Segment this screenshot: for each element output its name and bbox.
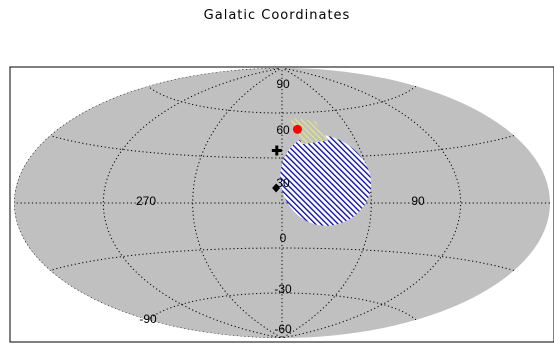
- parallel-line: [148, 85, 417, 114]
- lat-tick-label: -60: [274, 322, 292, 336]
- hatched-circle-region: [280, 134, 371, 226]
- chart-title: Galatic Coordinates: [203, 8, 351, 23]
- hatched-patch-region: [289, 117, 329, 145]
- lon-tick-label: 90: [411, 194, 425, 208]
- diamond-marker: [272, 183, 281, 193]
- lat-tick-label: 30: [276, 176, 290, 190]
- lat-tick-label: 90: [276, 77, 290, 91]
- lat-tick-label: 60: [276, 123, 290, 137]
- graticule: [14, 68, 550, 338]
- lat-tick-label: -90: [139, 312, 157, 326]
- plot-frame: [9, 66, 554, 343]
- lat-tick-label: 0: [280, 231, 287, 245]
- regions: [280, 117, 371, 226]
- parallel-line: [51, 135, 515, 159]
- parallel-line: [148, 292, 417, 321]
- lat-tick-label: -30: [274, 282, 292, 296]
- red-circle-marker: [292, 124, 302, 134]
- parallel-line: [51, 247, 515, 271]
- lon-tick-label: 270: [136, 194, 156, 208]
- markers: [271, 124, 302, 193]
- sky-ellipse: [14, 68, 550, 338]
- plus-marker: [271, 145, 282, 156]
- tick-labels: 90 60 30 0 -30 -60 -90 270 90: [136, 77, 425, 336]
